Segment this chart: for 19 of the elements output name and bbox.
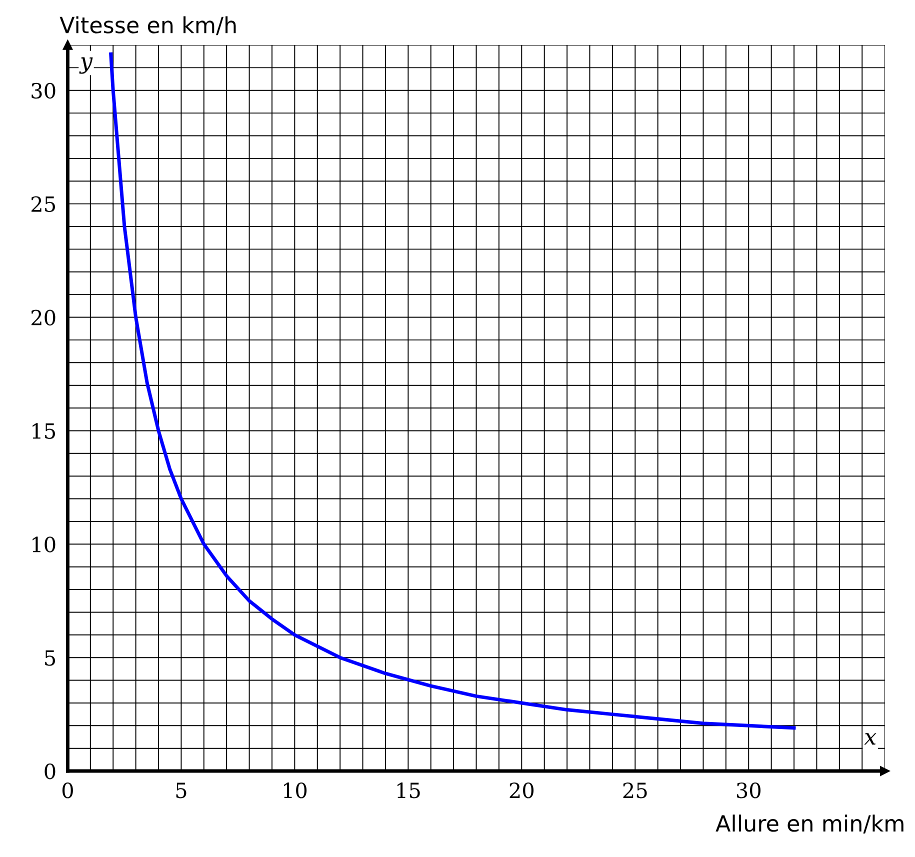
annotation: x — [864, 733, 876, 745]
annotation: y — [79, 57, 93, 74]
y-tick-label: 5 — [45, 650, 55, 666]
x-tick-label: 30 — [736, 782, 760, 798]
y-tick-label: 0 — [44, 763, 56, 780]
x-tick-label: 20 — [510, 782, 534, 798]
x-tick-label: 15 — [397, 782, 420, 798]
y-tick-label: 20 — [32, 310, 56, 326]
y-axis-title: Vitesse en km/h — [60, 16, 236, 36]
x-tick-label: 0 — [62, 782, 73, 798]
x-tick-label: 25 — [623, 782, 647, 798]
y-tick-label: 30 — [32, 82, 56, 99]
y-tick-label: 15 — [32, 423, 55, 439]
line-series — [109, 52, 796, 730]
x-axis-title: Allure en min/km — [716, 814, 904, 834]
y-tick-label: 10 — [32, 536, 56, 552]
x-tick-label: 5 — [176, 782, 186, 798]
x-tick-label: 10 — [284, 782, 307, 798]
y-tick-label: 25 — [32, 196, 55, 212]
